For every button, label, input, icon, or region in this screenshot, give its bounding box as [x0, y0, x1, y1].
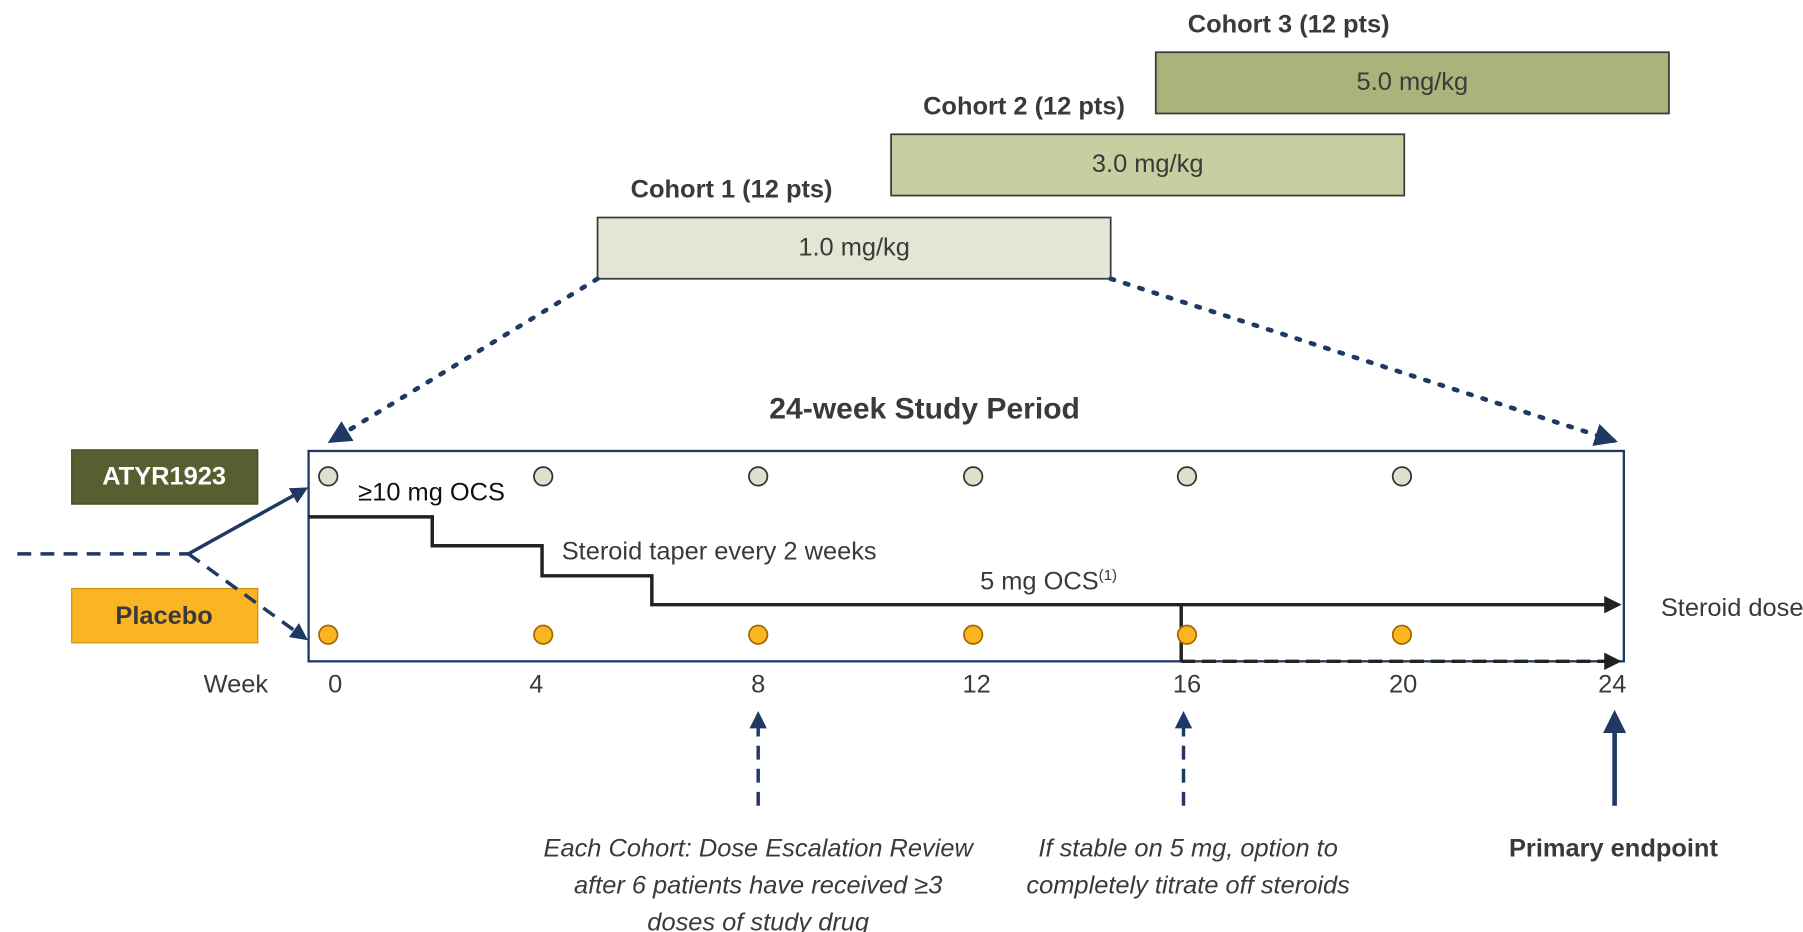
active-visit	[1176, 466, 1198, 487]
annotation-line: Primary endpoint	[1509, 834, 1718, 862]
placebo-visit	[748, 624, 769, 645]
week-tick: 16	[1173, 670, 1201, 698]
steroid-line	[308, 515, 1622, 614]
week-tick: 12	[962, 670, 990, 698]
arm-arrow	[187, 487, 309, 556]
steroid-maintenance: 5 mg OCS(1)	[980, 567, 1117, 596]
steroid-taper: Steroid taper every 2 weeks	[562, 537, 877, 565]
cohort-label: Cohort 2 (12 pts)	[923, 92, 1125, 120]
cohort-dose: 1.0 mg/kg	[798, 233, 910, 261]
annotation-line: after 6 patients have received ≥3	[574, 871, 942, 899]
week-tick: 0	[328, 670, 342, 698]
steroid-start: ≥10 mg OCS	[358, 478, 505, 506]
annotations: Each Cohort: Dose Escalation Review after…	[544, 834, 1719, 932]
placebo-arm-box	[71, 587, 259, 644]
placebo-visit	[533, 624, 554, 645]
active-visit	[963, 466, 984, 487]
cohort-dose: 5.0 mg/kg	[1357, 68, 1469, 96]
cohort-box	[1154, 51, 1670, 115]
week-tick: 20	[1389, 670, 1417, 698]
active-arm-box	[71, 449, 259, 505]
annotation-line: completely titrate off steroids	[1026, 871, 1350, 899]
maintenance-text: 5 mg OCS	[980, 567, 1099, 595]
placebo-arm: Placebo	[115, 602, 212, 630]
week-label: Week	[204, 670, 269, 698]
cohort-label: Cohort 1 (12 pts)	[631, 176, 833, 204]
cohort-box	[596, 216, 1112, 280]
zoom-line	[327, 276, 600, 443]
active-visit	[318, 466, 339, 487]
cohorts: 1.0 mg/kg Cohort 1 (12 pts) 3.0 mg/kg Cohor…	[596, 10, 1670, 280]
placebo-visit	[1391, 624, 1413, 645]
cohort-dose: 3.0 mg/kg	[1092, 150, 1204, 178]
study-title: 24-week Study Period	[769, 392, 1080, 425]
week-tick: 4	[529, 670, 543, 698]
week-tick: 8	[751, 670, 765, 698]
placebo-visit	[1176, 624, 1198, 645]
annotation-line: Each Cohort: Dose Escalation Review	[544, 834, 975, 862]
footnote: (1)	[1099, 567, 1117, 584]
annotation-line: If stable on 5 mg, option to	[1038, 834, 1337, 862]
week-tick: 24	[1598, 670, 1626, 698]
cohort-label: Cohort 3 (12 pts)	[1188, 10, 1390, 38]
week-ticks: 0 4 8 12 16 20 24	[328, 670, 1626, 698]
active-visit	[1391, 466, 1413, 487]
active-visit	[748, 466, 769, 487]
active-visit	[533, 466, 554, 487]
placebo-visit	[963, 624, 984, 645]
arm-arrow	[187, 552, 308, 641]
cohort-box	[890, 133, 1406, 197]
visits	[318, 466, 1413, 645]
study-box	[307, 449, 1626, 663]
zoom-line	[1108, 276, 1618, 446]
placebo-visit	[318, 624, 339, 645]
active-arm: ATYR1923	[102, 462, 226, 490]
annotation-line: doses of study drug	[647, 908, 869, 932]
steroid-axis: Steroid dose	[1661, 594, 1803, 622]
